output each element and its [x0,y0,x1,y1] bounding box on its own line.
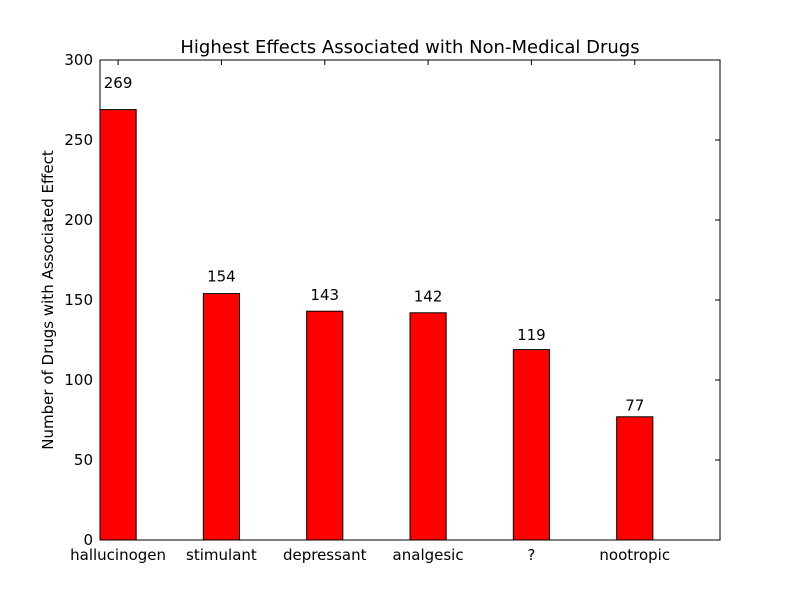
data-label: 119 [517,326,546,344]
ticks-layer: 0 50 100 150 200 250 300 hallucinogen stimulant d… [64,51,720,564]
x-tick-label: hallucinogen [70,546,166,564]
y-tick-label: 200 [64,211,93,229]
y-tick-label: 100 [64,371,93,389]
x-tick-label: depressant [283,546,367,564]
bar-stimulant [202,293,240,541]
data-label: 142 [414,287,443,305]
x-tick-label: ? [527,546,535,564]
y-tick-label: 0 [83,531,93,549]
bar-depressant [306,310,344,541]
data-labels-layer: 269 154 143 142 119 77 [104,74,645,415]
data-label: 77 [625,397,644,415]
plot-frame [99,59,721,541]
y-tick-label: 50 [74,451,93,469]
y-axis-label: Number of Drugs with Associated Effect [39,150,57,450]
x-tick-label: analgesic [393,546,464,564]
y-tick-label: 250 [64,131,93,149]
data-label: 154 [207,267,236,285]
bar-nootropic [616,416,654,541]
y-tick-label: 150 [64,291,93,309]
x-tick-label: nootropic [599,546,670,564]
y-tick-label: 300 [64,51,93,69]
bar-analgesic [409,312,447,541]
bar-hallucinogen [99,109,137,541]
bar-unknown [512,349,550,541]
bars-layer [99,109,654,541]
x-tick-label: stimulant [186,546,257,564]
data-label: 269 [104,74,133,92]
data-label: 143 [310,286,339,304]
chart-title: Highest Effects Associated with Non-Medi… [180,37,639,58]
